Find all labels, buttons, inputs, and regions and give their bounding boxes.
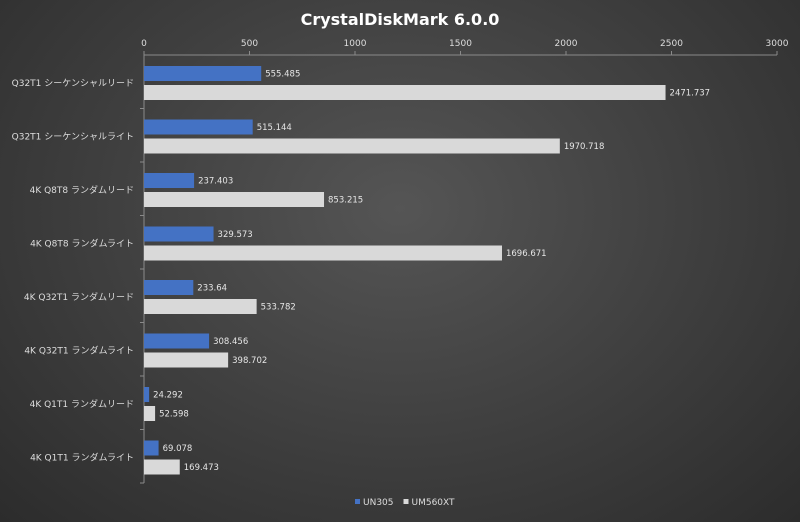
x-tick-label: 1000	[344, 39, 367, 49]
data-label: 2471.737	[670, 89, 711, 99]
data-label: 237.403	[198, 177, 233, 187]
data-label: 398.702	[232, 356, 267, 366]
bar-um560xt	[144, 459, 180, 475]
x-axis: 0 500 1000 1500 2000 2500 3000	[141, 39, 789, 56]
bar-un305	[144, 333, 210, 349]
bar-um560xt	[144, 352, 229, 368]
plot-area: 555.485 2471.737 515.144 1970.718 237.403 853…	[144, 66, 710, 475]
x-tick-label: 3000	[766, 39, 789, 49]
data-label: 533.782	[261, 303, 296, 313]
bar-un305	[144, 119, 253, 135]
category-label: 4K Q1T1 ランダムリード	[30, 398, 134, 410]
bar-um560xt	[144, 245, 502, 261]
data-label: 24.292	[153, 391, 183, 401]
category-label: 4K Q1T1 ランダムライト	[30, 452, 134, 464]
legend-swatch	[355, 499, 360, 504]
data-label: 853.215	[328, 196, 363, 206]
category-label: 4K Q32T1 ランダムライト	[24, 345, 134, 357]
legend: UN305 UM560XT	[355, 498, 455, 508]
category-label: 4K Q8T8 ランダムライト	[30, 238, 134, 250]
bar-um560xt	[144, 138, 560, 154]
chart-title: CrystalDiskMark 6.0.0	[301, 10, 500, 29]
data-label: 308.456	[213, 337, 248, 347]
bar-un305	[144, 173, 195, 188]
data-label: 1696.671	[506, 249, 547, 259]
data-label: 169.473	[184, 463, 219, 473]
x-tick-label: 2000	[555, 39, 578, 49]
data-label: 233.64	[197, 284, 227, 294]
data-label: 515.144	[257, 123, 292, 133]
x-tick-label: 2500	[660, 39, 683, 49]
data-label: 69.078	[163, 444, 193, 454]
bar-un305	[144, 440, 159, 456]
bar-un305	[144, 226, 214, 242]
data-label: 52.598	[159, 410, 189, 420]
bar-un305	[144, 66, 262, 81]
data-label: 329.573	[218, 230, 253, 240]
bar-un305	[144, 280, 194, 295]
category-label: 4K Q8T8 ランダムリード	[30, 184, 134, 196]
data-label: 555.485	[265, 70, 300, 80]
x-tick-label: 500	[241, 39, 258, 49]
category-axis: Q32T1 シーケンシャルリード Q32T1 シーケンシャルライト 4K Q8T8 …	[12, 55, 145, 484]
x-tick-label: 0	[141, 39, 147, 49]
legend-label: UN305	[363, 498, 394, 508]
category-label: 4K Q32T1 ランダムリード	[24, 291, 134, 303]
legend-swatch	[403, 499, 409, 504]
bar-um560xt	[144, 299, 257, 314]
bar-um560xt	[144, 192, 325, 207]
x-tick-label: 1500	[449, 39, 472, 49]
bar-um560xt	[144, 406, 156, 421]
bar-um560xt	[144, 85, 666, 100]
bar-un305	[144, 387, 150, 402]
category-label: Q32T1 シーケンシャルリード	[12, 78, 134, 89]
data-label: 1970.718	[564, 142, 605, 152]
legend-label: UM560XT	[412, 498, 456, 508]
category-label: Q32T1 シーケンシャルライト	[12, 132, 134, 143]
